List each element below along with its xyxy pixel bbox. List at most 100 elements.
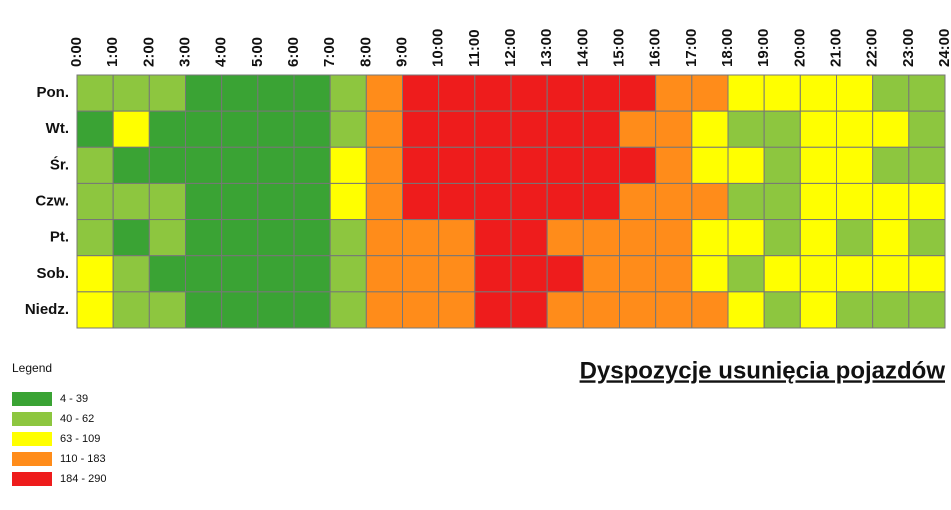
heatmap-cell (691, 146, 729, 184)
heatmap-cell (655, 182, 693, 221)
heatmap-cell (329, 74, 367, 112)
heatmap-cell (691, 110, 729, 148)
heatmap-cell (836, 291, 874, 329)
heatmap-cell (365, 110, 404, 148)
heatmap-cell (582, 182, 620, 221)
legend-swatch (12, 472, 52, 486)
legend-swatch (12, 412, 52, 426)
heatmap-cell (619, 182, 657, 221)
heatmap-cell (257, 146, 295, 184)
heatmap-cell (293, 219, 331, 257)
heatmap-cell (727, 182, 765, 221)
heatmap-cell (582, 110, 620, 148)
heatmap-cell (438, 110, 476, 148)
heatmap-cell (655, 255, 693, 293)
heatmap-cell (872, 110, 910, 148)
heatmap-cell (908, 255, 946, 293)
heatmap-cell (148, 146, 186, 184)
row-label: Pt. (50, 229, 69, 246)
x-tick-label: 17:00 (683, 29, 700, 67)
heatmap-cell (402, 110, 440, 148)
x-tick-label: 1:00 (104, 37, 121, 67)
heatmap-cell (474, 255, 512, 293)
heatmap-cell (582, 255, 620, 293)
heatmap-cell (510, 291, 548, 329)
heatmap-cell (112, 182, 150, 221)
heatmap-cell (257, 219, 295, 257)
heatmap-cell (76, 219, 114, 257)
heatmap-cell (908, 291, 946, 329)
chart-title: Dyspozycje usunięcia pojazdów (580, 357, 946, 384)
heatmap-cell (582, 146, 620, 184)
heatmap-cell (257, 182, 295, 221)
heatmap-cell (402, 255, 440, 293)
heatmap-cell (546, 291, 584, 329)
heatmap-cell (76, 291, 114, 329)
heatmap-cell (148, 182, 186, 221)
heatmap-cell (112, 219, 150, 257)
heatmap-cell (727, 255, 765, 293)
heatmap-cell (185, 110, 223, 148)
heatmap-cell (619, 146, 657, 184)
x-tick-label: 23:00 (900, 29, 917, 67)
heatmap-cell (329, 255, 367, 293)
heatmap-cell (365, 182, 404, 221)
heatmap-cell (112, 110, 150, 148)
heatmap-cell (293, 146, 331, 184)
legend-label: 184 - 290 (60, 473, 106, 485)
heatmap-cell (546, 182, 584, 221)
heatmap-cell (293, 291, 331, 329)
x-tick-label: 3:00 (176, 37, 193, 67)
heatmap-cell (402, 182, 440, 221)
heatmap-cell (908, 146, 946, 184)
heatmap-cell (727, 291, 765, 329)
heatmap-cell (438, 255, 476, 293)
heatmap-cell (474, 146, 512, 184)
heatmap-cell (655, 291, 693, 329)
x-tick-label: 0:00 (68, 37, 85, 67)
x-tick-label: 7:00 (321, 37, 338, 67)
heatmap-cell (546, 110, 584, 148)
heatmap-cell (148, 74, 186, 112)
legend-label: 40 - 62 (60, 413, 94, 425)
heatmap-cell (221, 255, 259, 293)
heatmap-cell (510, 146, 548, 184)
heatmap-cell (836, 182, 874, 221)
heatmap-cell (619, 255, 657, 293)
heatmap-cell (908, 74, 946, 112)
heatmap-cell (510, 182, 548, 221)
heatmap-cell (474, 182, 512, 221)
heatmap-cell (76, 110, 114, 148)
x-tick-label: 22:00 (864, 29, 881, 67)
heatmap-cell (510, 219, 548, 257)
heatmap-cell (727, 146, 765, 184)
legend-label: 63 - 109 (60, 433, 100, 445)
heatmap-cell (257, 110, 295, 148)
heatmap-cell (510, 110, 548, 148)
heatmap-cell (365, 291, 404, 329)
heatmap-cell (257, 255, 295, 293)
heatmap-cell (799, 219, 837, 257)
heatmap-cell (655, 146, 693, 184)
x-tick-label: 16:00 (647, 29, 664, 67)
x-tick-label: 15:00 (610, 29, 627, 67)
heatmap-cell (76, 74, 114, 112)
heatmap-cell (185, 291, 223, 329)
heatmap-cell (221, 74, 259, 112)
x-tick-label: 19:00 (755, 29, 772, 67)
x-tick-label: 20:00 (791, 29, 808, 67)
heatmap-cell (402, 291, 440, 329)
heatmap-cell (185, 255, 223, 293)
heatmap-cell (329, 146, 367, 184)
heatmap-cell (799, 182, 837, 221)
heatmap-cell (329, 291, 367, 329)
row-label: Śr. (50, 155, 69, 173)
heatmap-cell (872, 74, 910, 112)
heatmap-cell (546, 146, 584, 184)
heatmap-cell (691, 219, 729, 257)
heatmap-cell (799, 255, 837, 293)
heatmap-cell (727, 110, 765, 148)
heatmap-cell (402, 219, 440, 257)
x-tick-label: 21:00 (827, 29, 844, 67)
